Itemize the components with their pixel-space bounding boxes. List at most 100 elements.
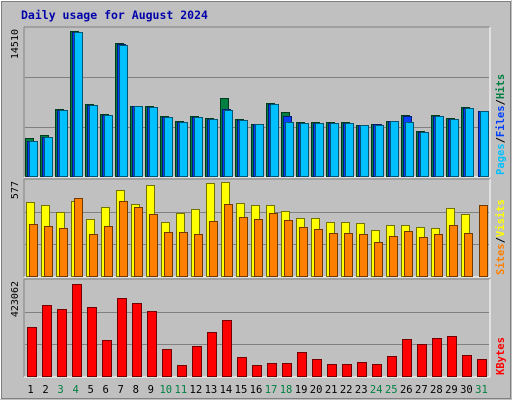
bar-kbytes-day-12: [192, 346, 202, 377]
x-tick-label-day-27: 27: [415, 384, 428, 396]
bar-pages-day-19: [300, 123, 309, 177]
bar-kbytes-day-28: [432, 338, 442, 377]
bar-sites-day-21: [329, 233, 338, 277]
x-tick-label-day-16: 16: [250, 384, 263, 396]
x-tick-label-day-8: 8: [133, 384, 139, 396]
bar-sites-day-12: [194, 234, 203, 277]
bar-kbytes-day-10: [162, 349, 172, 377]
chart-panels: 14510 Pages/Files/Hits 577 Sites/Visits 4230…: [10, 26, 507, 378]
x-tick-label-day-17: 17: [265, 384, 278, 396]
bar-sites-day-10: [164, 232, 173, 277]
bar-pages-day-29: [450, 119, 459, 177]
bar-pages-day-28: [435, 116, 444, 177]
x-tick-label-day-26: 26: [400, 384, 413, 396]
y-max-label: 577: [10, 181, 21, 199]
bar-sites-day-16: [254, 219, 263, 277]
bar-sites-day-9: [149, 214, 158, 277]
bar-pages-day-1: [29, 141, 38, 177]
x-tick-label-day-5: 5: [87, 384, 93, 396]
bar-pages-day-27: [420, 132, 429, 177]
bar-pages-day-6: [104, 115, 113, 177]
x-tick-label-day-23: 23: [355, 384, 368, 396]
bar-pages-day-25: [390, 121, 399, 177]
bar-pages-day-9: [149, 107, 158, 177]
x-tick-label-day-31: 31: [475, 384, 488, 396]
bar-kbytes-day-15: [237, 357, 247, 377]
bar-kbytes-day-22: [342, 364, 352, 377]
x-tick-label-day-9: 9: [148, 384, 154, 396]
bar-pages-day-8: [134, 106, 143, 177]
x-tick-label-day-15: 15: [235, 384, 248, 396]
bar-kbytes-day-19: [297, 352, 307, 377]
x-tick-label-day-7: 7: [118, 384, 124, 396]
bar-kbytes-day-1: [27, 327, 37, 377]
bar-sites-day-19: [299, 227, 308, 277]
y-max-label: 423062: [10, 281, 21, 317]
series-legend: Pages/Files/Hits: [495, 74, 507, 175]
bar-kbytes-day-17: [267, 363, 277, 377]
x-tick-label-day-30: 30: [460, 384, 473, 396]
bar-sites-day-26: [404, 231, 413, 277]
bar-kbytes-day-14: [222, 320, 232, 377]
bar-kbytes-day-6: [102, 340, 112, 377]
bar-sites-day-5: [89, 234, 98, 277]
chart-title: Daily usage for August 2024: [21, 8, 208, 22]
bar-kbytes-day-29: [447, 336, 457, 377]
bar-pages-day-24: [375, 125, 384, 177]
bar-pages-day-23: [360, 125, 369, 177]
bar-sites-day-25: [389, 236, 398, 277]
bar-sites-day-13: [209, 221, 218, 277]
bar-pages-day-15: [239, 120, 248, 177]
x-tick-label-day-22: 22: [340, 384, 353, 396]
bar-pages-day-14: [224, 110, 233, 177]
bar-kbytes-day-23: [357, 362, 367, 377]
bar-sites-day-1: [29, 224, 38, 277]
bar-sites-day-23: [359, 234, 368, 277]
bar-sites-day-11: [179, 232, 188, 277]
bar-sites-day-2: [44, 226, 53, 277]
bar-kbytes-day-8: [132, 303, 142, 377]
bar-kbytes-day-2: [42, 305, 52, 377]
bar-kbytes-day-4: [72, 284, 82, 377]
y-max-label: 14510: [10, 29, 21, 59]
x-tick-label-day-10: 10: [159, 384, 172, 396]
bar-sites-day-4: [74, 198, 83, 277]
x-tick-label-day-12: 12: [190, 384, 203, 396]
bar-pages-day-3: [59, 110, 68, 177]
bar-kbytes-day-7: [117, 298, 127, 377]
bar-sites-day-30: [464, 233, 473, 277]
bar-sites-day-24: [374, 242, 383, 277]
x-tick-label-day-24: 24: [370, 384, 383, 396]
bar-pages-day-5: [89, 105, 98, 177]
bar-kbytes-day-3: [57, 309, 67, 377]
legend-part-1: /: [495, 137, 507, 143]
bar-pages-day-21: [330, 123, 339, 177]
x-tick-label-day-18: 18: [280, 384, 293, 396]
x-tick-label-day-25: 25: [385, 384, 398, 396]
x-tick-label-day-11: 11: [175, 384, 188, 396]
bar-pages-day-7: [119, 45, 128, 177]
x-tick-label-day-1: 1: [27, 384, 33, 396]
bar-sites-day-22: [344, 233, 353, 277]
bar-sites-day-28: [434, 234, 443, 277]
bar-pages-day-11: [179, 122, 188, 177]
bar-sites-day-7: [119, 201, 128, 277]
bar-sites-day-20: [314, 229, 323, 277]
bar-sites-day-18: [284, 220, 293, 277]
bar-sites-day-31: [479, 205, 488, 277]
bar-kbytes-day-20: [312, 359, 322, 377]
x-axis-day-labels: 1 2 3 4 5 6 7 8 9 10 11 12 13 14 15 16 17 18 19 20 21 22 23 24 2…: [27, 384, 487, 396]
legend-part-0: KBytes: [495, 337, 507, 375]
x-tick-label-day-20: 20: [310, 384, 323, 396]
series-legend: Sites/Visits: [495, 199, 507, 275]
x-tick-label-day-19: 19: [295, 384, 308, 396]
bar-sites-day-3: [59, 228, 68, 277]
bar-kbytes-day-9: [147, 311, 157, 377]
x-tick-label-day-21: 21: [325, 384, 338, 396]
bar-sites-day-17: [269, 213, 278, 277]
x-tick-label-day-4: 4: [72, 384, 78, 396]
bar-pages-day-12: [194, 117, 203, 177]
bar-kbytes-day-31: [477, 359, 487, 377]
bar-kbytes-day-16: [252, 365, 262, 377]
